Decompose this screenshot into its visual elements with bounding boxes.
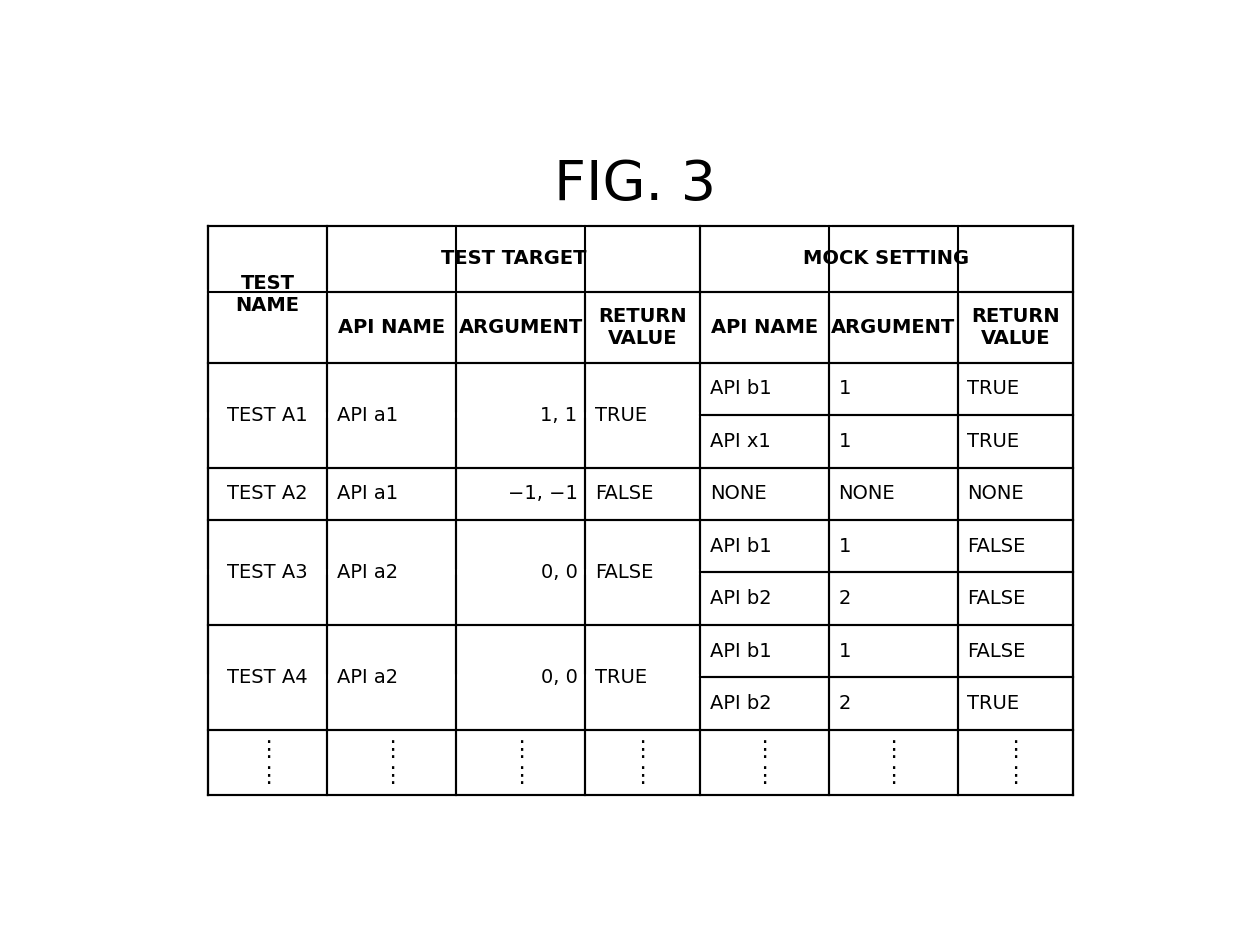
Text: API b1: API b1: [709, 537, 771, 556]
Text: 2: 2: [838, 590, 851, 608]
Text: TRUE: TRUE: [967, 694, 1019, 713]
Text: API NAME: API NAME: [339, 318, 445, 337]
Text: RETURN
VALUE: RETURN VALUE: [971, 307, 1059, 348]
Text: RETURN
VALUE: RETURN VALUE: [598, 307, 687, 348]
Text: ARGUMENT: ARGUMENT: [459, 318, 583, 337]
Text: 1: 1: [838, 642, 851, 660]
Text: ⋮: ⋮: [882, 739, 904, 760]
Text: 2: 2: [838, 694, 851, 713]
Text: 1: 1: [838, 379, 851, 398]
Text: FALSE: FALSE: [595, 563, 653, 582]
Text: API a2: API a2: [337, 563, 398, 582]
Text: ⋮: ⋮: [882, 765, 904, 786]
Text: NONE: NONE: [967, 485, 1024, 503]
Text: API a1: API a1: [337, 485, 398, 503]
Text: MOCK SETTING: MOCK SETTING: [804, 249, 970, 269]
Text: ⋮: ⋮: [510, 739, 532, 760]
Text: FIG. 3: FIG. 3: [554, 158, 717, 212]
Text: TRUE: TRUE: [595, 405, 647, 425]
Text: TRUE: TRUE: [967, 379, 1019, 398]
Text: TEST A2: TEST A2: [227, 485, 308, 503]
Text: TEST TARGET: TEST TARGET: [441, 249, 587, 269]
Text: 1: 1: [838, 537, 851, 556]
Text: API b1: API b1: [709, 379, 771, 398]
Text: ⋮: ⋮: [510, 765, 532, 786]
Text: FALSE: FALSE: [967, 537, 1025, 556]
Text: TRUE: TRUE: [967, 432, 1019, 451]
Text: ⋮: ⋮: [257, 739, 279, 760]
Text: 0, 0: 0, 0: [541, 563, 578, 582]
Text: API b1: API b1: [709, 642, 771, 660]
Text: FALSE: FALSE: [595, 485, 653, 503]
Text: NONE: NONE: [709, 485, 766, 503]
Text: TRUE: TRUE: [595, 668, 647, 687]
Text: ⋮: ⋮: [257, 765, 279, 786]
Text: −1, −1: −1, −1: [507, 485, 578, 503]
Text: API b2: API b2: [709, 590, 771, 608]
Text: TEST
NAME: TEST NAME: [236, 274, 300, 315]
Text: API NAME: API NAME: [711, 318, 818, 337]
Text: API a1: API a1: [337, 405, 398, 425]
Text: ⋮: ⋮: [381, 765, 403, 786]
Text: TEST A3: TEST A3: [227, 563, 308, 582]
Text: ⋮: ⋮: [1004, 765, 1027, 786]
Text: ⋮: ⋮: [631, 739, 653, 760]
Text: FALSE: FALSE: [967, 590, 1025, 608]
Text: FALSE: FALSE: [967, 642, 1025, 660]
Text: API x1: API x1: [709, 432, 770, 451]
Text: TEST A4: TEST A4: [227, 668, 308, 687]
Text: TEST A1: TEST A1: [227, 405, 308, 425]
Text: ⋮: ⋮: [754, 739, 776, 760]
Text: ⋮: ⋮: [1004, 739, 1027, 760]
Text: 1: 1: [838, 432, 851, 451]
Text: 1, 1: 1, 1: [541, 405, 578, 425]
Text: ⋮: ⋮: [381, 739, 403, 760]
Text: API a2: API a2: [337, 668, 398, 687]
Text: API b2: API b2: [709, 694, 771, 713]
Text: ⋮: ⋮: [631, 765, 653, 786]
Text: NONE: NONE: [838, 485, 895, 503]
Text: ARGUMENT: ARGUMENT: [831, 318, 956, 337]
Text: ⋮: ⋮: [754, 765, 776, 786]
Text: 0, 0: 0, 0: [541, 668, 578, 687]
